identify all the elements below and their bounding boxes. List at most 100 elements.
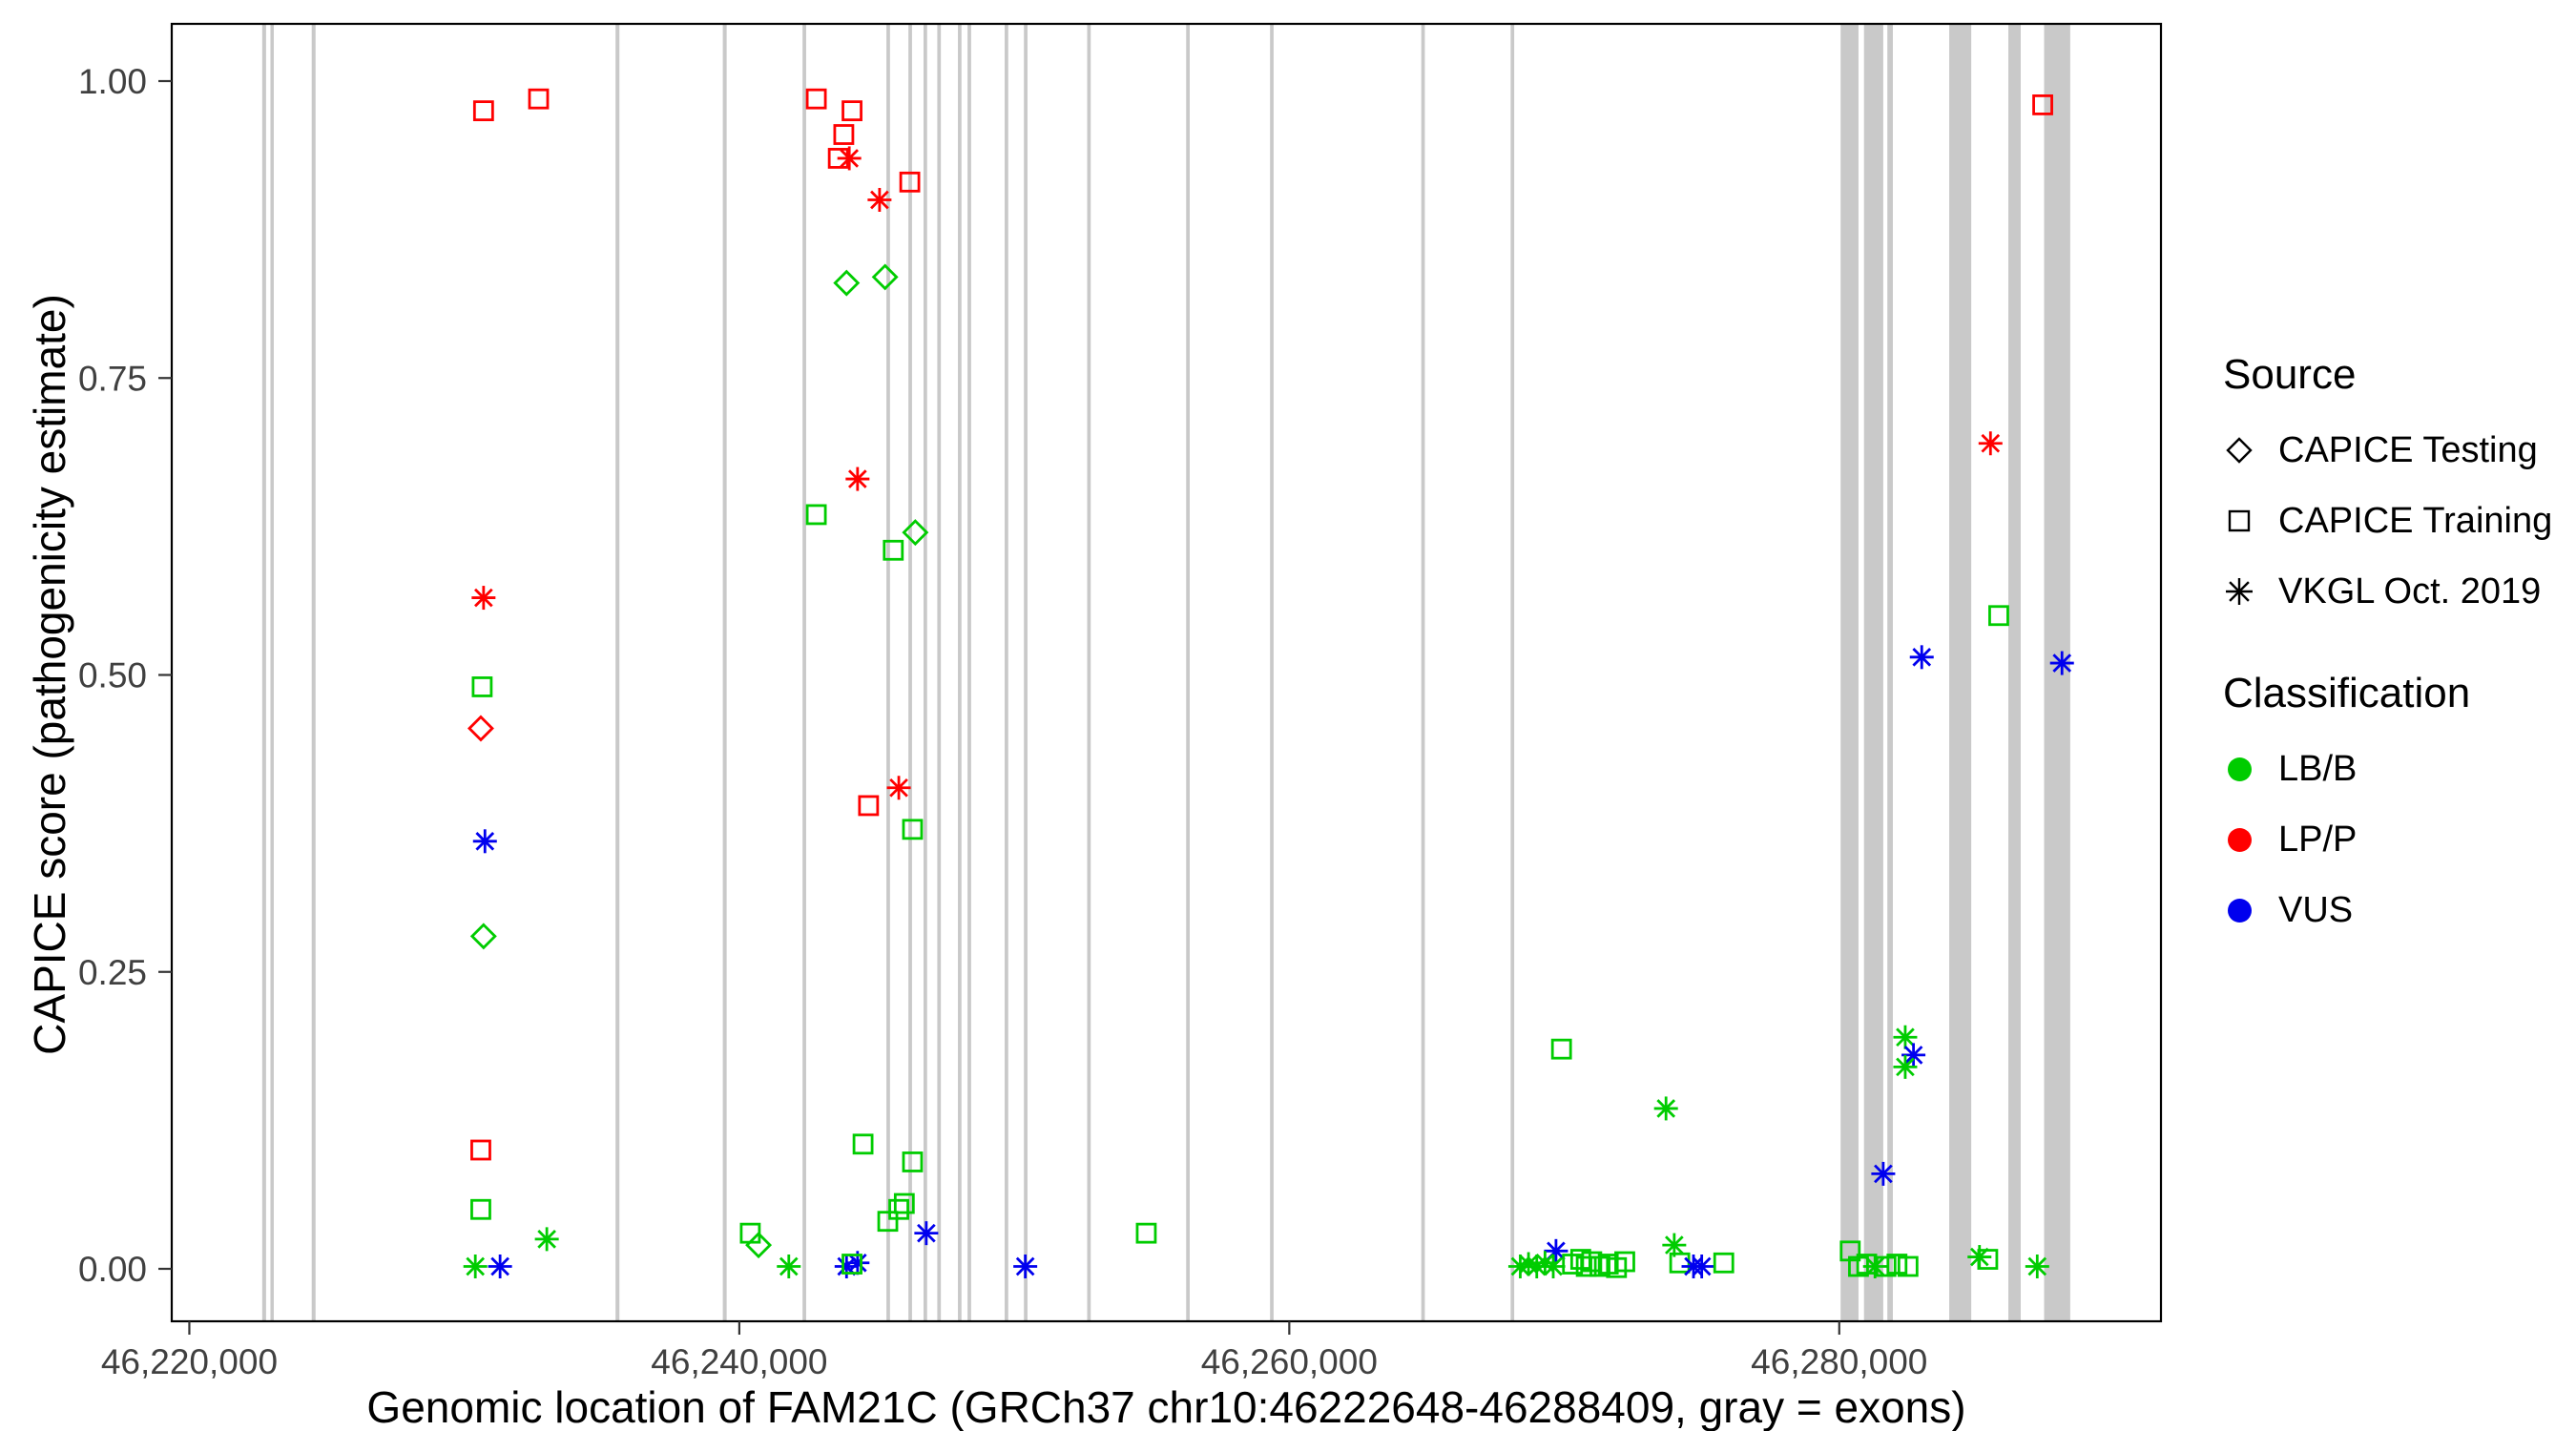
data-point-square bbox=[1614, 1251, 1635, 1273]
data-point-asterisk bbox=[1978, 431, 2003, 456]
exon-bar bbox=[802, 24, 806, 1321]
data-point-square bbox=[852, 1133, 874, 1155]
data-point-square bbox=[805, 504, 827, 526]
data-point-asterisk bbox=[488, 1255, 512, 1279]
data-point-square bbox=[1713, 1252, 1735, 1274]
data-point-asterisk bbox=[1901, 1043, 1926, 1068]
data-point-square bbox=[833, 124, 855, 145]
data-point-diamond bbox=[871, 263, 899, 291]
x-axis-title: Genomic location of FAM21C (GRCh37 chr10… bbox=[366, 1382, 1966, 1431]
x-tick-label: 46,260,000 bbox=[1201, 1342, 1378, 1381]
exon-bar bbox=[958, 24, 962, 1321]
data-point-square bbox=[1575, 1255, 1597, 1277]
exon-bar bbox=[1087, 24, 1091, 1321]
legend-item-vus: VUS bbox=[2223, 887, 2576, 933]
y-tick-label: 0.00 bbox=[78, 1250, 147, 1289]
y-axis-title: CAPICE score (pathogenicity estimate) bbox=[25, 294, 74, 1055]
exon-bar bbox=[722, 24, 727, 1321]
data-point-square bbox=[1897, 1255, 1919, 1277]
data-point-asterisk bbox=[1871, 1161, 1896, 1186]
data-point-square bbox=[1135, 1222, 1157, 1244]
data-point-asterisk bbox=[1893, 1054, 1918, 1079]
exon-bar bbox=[1005, 24, 1008, 1321]
data-point-asterisk bbox=[914, 1221, 939, 1246]
data-point-asterisk bbox=[886, 776, 911, 800]
data-point-asterisk bbox=[463, 1255, 488, 1279]
data-point-asterisk bbox=[777, 1255, 801, 1279]
panel-border bbox=[170, 22, 2163, 1323]
data-point-square bbox=[1550, 1038, 1572, 1060]
legend-item-label: CAPICE Training bbox=[2278, 500, 2553, 541]
data-point-square bbox=[805, 88, 827, 110]
data-point-asterisk bbox=[1909, 645, 1934, 670]
legend-item-label: VKGL Oct. 2019 bbox=[2278, 570, 2542, 612]
data-point-asterisk bbox=[1541, 1255, 1566, 1279]
axes-layer: 46,220,000 46,240,000 46,260,000 46,280,000… bbox=[78, 62, 1927, 1381]
y-tick-label: 0.75 bbox=[78, 359, 147, 398]
square-icon bbox=[2228, 509, 2251, 532]
data-point-asterisk bbox=[1653, 1096, 1678, 1121]
data-point-diamond bbox=[467, 715, 494, 742]
data-point-diamond bbox=[833, 269, 861, 297]
data-point-asterisk bbox=[1862, 1255, 1887, 1279]
data-point-diamond bbox=[902, 519, 929, 547]
exon-bar bbox=[1186, 24, 1190, 1321]
legend-source-group: Source CAPICE Testing CAPICE Training bbox=[2223, 351, 2576, 614]
data-point-asterisk bbox=[2049, 651, 2074, 675]
exon-bar bbox=[1863, 24, 1883, 1321]
data-point-square bbox=[899, 171, 921, 193]
data-point-asterisk bbox=[534, 1227, 559, 1252]
exon-bar bbox=[937, 24, 942, 1321]
points-layer bbox=[463, 88, 2074, 1279]
x-tick-label: 46,240,000 bbox=[651, 1342, 827, 1381]
exon-bar bbox=[1024, 24, 1028, 1321]
legend-source-title: Source bbox=[2223, 351, 2357, 398]
exon-bar bbox=[2044, 24, 2070, 1321]
exon-bar bbox=[2008, 24, 2022, 1321]
data-point-square bbox=[888, 1198, 909, 1220]
legend-item-label: LP/P bbox=[2278, 819, 2358, 860]
data-point-square bbox=[902, 819, 924, 840]
data-point-square bbox=[883, 539, 904, 561]
legend-item-label: VUS bbox=[2278, 889, 2354, 930]
y-tick-label: 0.25 bbox=[78, 953, 147, 992]
exon-bar bbox=[886, 24, 890, 1321]
lbb-dot-icon bbox=[2228, 757, 2252, 781]
exon-bar bbox=[270, 24, 274, 1321]
y-tick-label: 1.00 bbox=[78, 62, 147, 101]
data-point-square bbox=[858, 795, 880, 817]
data-point-asterisk bbox=[1893, 1025, 1918, 1049]
vus-dot-icon bbox=[2228, 898, 2252, 923]
data-point-square bbox=[2032, 94, 2053, 115]
exon-bars-layer bbox=[261, 24, 2070, 1321]
data-point-square bbox=[528, 88, 550, 110]
data-point-square bbox=[470, 1139, 491, 1161]
data-point-square bbox=[1977, 1249, 1999, 1270]
x-tick-label: 46,280,000 bbox=[1751, 1342, 1927, 1381]
data-point-asterisk bbox=[1690, 1255, 1714, 1279]
data-point-square bbox=[739, 1222, 761, 1244]
data-point-square bbox=[893, 1192, 915, 1214]
exon-bar bbox=[1887, 24, 1893, 1321]
data-point-square bbox=[877, 1211, 899, 1233]
exon-bar bbox=[615, 24, 620, 1321]
data-point-square bbox=[472, 100, 494, 122]
data-point-diamond bbox=[745, 1232, 773, 1259]
data-point-square bbox=[471, 676, 493, 697]
exon-bar bbox=[967, 24, 971, 1321]
y-tick-label: 0.50 bbox=[78, 656, 147, 695]
data-point-asterisk bbox=[471, 586, 496, 611]
exon-bar bbox=[1840, 24, 1859, 1321]
data-point-asterisk bbox=[472, 829, 497, 854]
legend-item-label: LB/B bbox=[2278, 748, 2358, 789]
exon-bar bbox=[1270, 24, 1274, 1321]
legend-classification-group: Classification LB/B LP/P VUS bbox=[2223, 670, 2576, 933]
data-point-asterisk bbox=[2025, 1255, 2049, 1279]
data-point-square bbox=[1886, 1254, 1908, 1275]
exon-bar bbox=[261, 24, 266, 1321]
data-point-square bbox=[470, 1198, 491, 1220]
data-point-square bbox=[1875, 1255, 1897, 1277]
legend-classification-title: Classification bbox=[2223, 670, 2471, 716]
